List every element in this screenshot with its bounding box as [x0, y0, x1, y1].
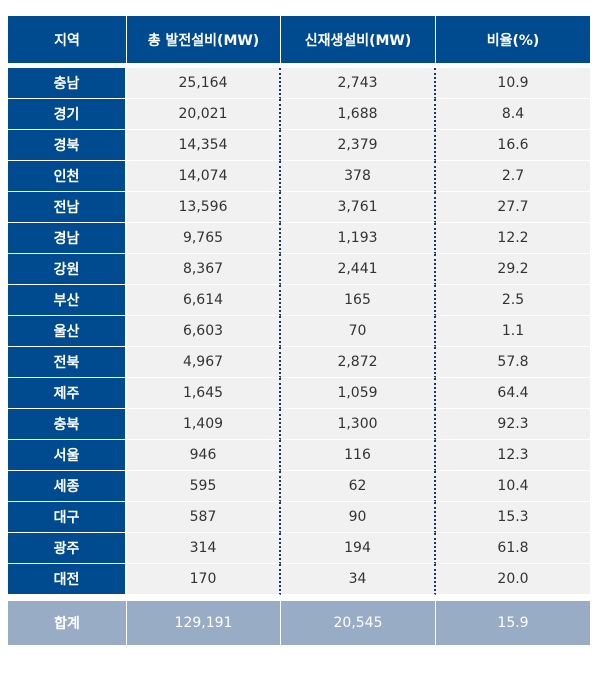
total-capacity-cell: 1,409: [127, 409, 281, 440]
header-region: 지역: [8, 16, 127, 63]
region-cell: 전북: [8, 347, 127, 378]
ratio-cell: 61.8: [436, 533, 590, 564]
region-cell: 인천: [8, 161, 127, 192]
total-capacity-cell: 20,021: [127, 99, 281, 130]
renewable-capacity-cell: 1,193: [281, 223, 436, 254]
region-cell: 강원: [8, 254, 127, 285]
region-cell: 세종: [8, 471, 127, 502]
table-row: 세종 595 62 10.4: [8, 471, 590, 502]
table-row: 대전 170 34 20.0: [8, 564, 590, 595]
ratio-cell: 12.2: [436, 223, 590, 254]
total-capacity-cell: 314: [127, 533, 281, 564]
total-capacity-cell: 4,967: [127, 347, 281, 378]
region-cell: 전남: [8, 192, 127, 223]
table-row: 제주 1,645 1,059 64.4: [8, 378, 590, 409]
total-label: 합계: [8, 601, 127, 645]
renewable-capacity-cell: 116: [281, 440, 436, 471]
renewable-capacity-cell: 2,441: [281, 254, 436, 285]
table-row: 대구 587 90 15.3: [8, 502, 590, 533]
total-capacity-cell: 6,603: [127, 316, 281, 347]
table-row: 충북 1,409 1,300 92.3: [8, 409, 590, 440]
table-header-row: 지역 총 발전설비(MW) 신재생설비(MW) 비율(%): [8, 16, 590, 63]
region-cell: 서울: [8, 440, 127, 471]
ratio-cell: 57.8: [436, 347, 590, 378]
table-row: 강원 8,367 2,441 29.2: [8, 254, 590, 285]
renewable-capacity-cell: 194: [281, 533, 436, 564]
ratio-cell: 64.4: [436, 378, 590, 409]
renewable-capacity-cell: 165: [281, 285, 436, 316]
renewable-capacity-cell: 34: [281, 564, 436, 595]
region-cell: 경북: [8, 130, 127, 161]
total-capacity-cell: 595: [127, 471, 281, 502]
renewable-capacity-cell: 90: [281, 502, 436, 533]
total-capacity-cell: 946: [127, 440, 281, 471]
region-cell: 대구: [8, 502, 127, 533]
table-row: 광주 314 194 61.8: [8, 533, 590, 564]
region-cell: 경남: [8, 223, 127, 254]
total-capacity-cell: 587: [127, 502, 281, 533]
total-ratio-value: 15.9: [436, 601, 590, 645]
table-row: 전남 13,596 3,761 27.7: [8, 192, 590, 223]
table-row: 부산 6,614 165 2.5: [8, 285, 590, 316]
ratio-cell: 27.7: [436, 192, 590, 223]
total-capacity-cell: 6,614: [127, 285, 281, 316]
renewable-capacity-cell: 2,743: [281, 68, 436, 99]
total-capacity-cell: 170: [127, 564, 281, 595]
table-row: 서울 946 116 12.3: [8, 440, 590, 471]
total-capacity-cell: 25,164: [127, 68, 281, 99]
total-capacity-cell: 14,354: [127, 130, 281, 161]
table-row: 경남 9,765 1,193 12.2: [8, 223, 590, 254]
total-capacity-cell: 14,074: [127, 161, 281, 192]
table-total-row: 합계 129,191 20,545 15.9: [8, 595, 590, 645]
table-row: 경북 14,354 2,379 16.6: [8, 130, 590, 161]
header-total-capacity: 총 발전설비(MW): [127, 16, 281, 63]
region-cell: 충남: [8, 68, 127, 99]
ratio-cell: 29.2: [436, 254, 590, 285]
total-capacity-cell: 8,367: [127, 254, 281, 285]
table-row: 충남 25,164 2,743 10.9: [8, 68, 590, 99]
total-capacity-cell: 1,645: [127, 378, 281, 409]
renewable-capacity-table: 지역 총 발전설비(MW) 신재생설비(MW) 비율(%) 충남 25,164 2,…: [8, 16, 590, 645]
total-capacity-value: 129,191: [127, 601, 281, 645]
ratio-cell: 2.5: [436, 285, 590, 316]
ratio-cell: 20.0: [436, 564, 590, 595]
renewable-capacity-cell: 70: [281, 316, 436, 347]
region-cell: 경기: [8, 99, 127, 130]
ratio-cell: 15.3: [436, 502, 590, 533]
renewable-capacity-cell: 1,059: [281, 378, 436, 409]
ratio-cell: 2.7: [436, 161, 590, 192]
table-row: 인천 14,074 378 2.7: [8, 161, 590, 192]
renewable-capacity-cell: 2,872: [281, 347, 436, 378]
region-cell: 부산: [8, 285, 127, 316]
renewable-capacity-cell: 1,688: [281, 99, 436, 130]
region-cell: 광주: [8, 533, 127, 564]
region-cell: 제주: [8, 378, 127, 409]
renewable-capacity-cell: 378: [281, 161, 436, 192]
total-capacity-cell: 9,765: [127, 223, 281, 254]
region-cell: 대전: [8, 564, 127, 595]
header-ratio: 비율(%): [436, 16, 590, 63]
ratio-cell: 16.6: [436, 130, 590, 161]
ratio-cell: 10.9: [436, 68, 590, 99]
ratio-cell: 10.4: [436, 471, 590, 502]
ratio-cell: 1.1: [436, 316, 590, 347]
table-row: 전북 4,967 2,872 57.8: [8, 347, 590, 378]
region-cell: 충북: [8, 409, 127, 440]
region-cell: 울산: [8, 316, 127, 347]
renewable-capacity-cell: 3,761: [281, 192, 436, 223]
ratio-cell: 92.3: [436, 409, 590, 440]
table-row: 경기 20,021 1,688 8.4: [8, 99, 590, 130]
total-capacity-cell: 13,596: [127, 192, 281, 223]
header-renewable-capacity: 신재생설비(MW): [281, 16, 436, 63]
renewable-capacity-cell: 2,379: [281, 130, 436, 161]
ratio-cell: 12.3: [436, 440, 590, 471]
table-body: 충남 25,164 2,743 10.9 경기 20,021 1,688 8.4 경북 14,35…: [8, 68, 590, 595]
renewable-capacity-cell: 1,300: [281, 409, 436, 440]
ratio-cell: 8.4: [436, 99, 590, 130]
total-renewable-value: 20,545: [281, 601, 436, 645]
renewable-capacity-cell: 62: [281, 471, 436, 502]
table-row: 울산 6,603 70 1.1: [8, 316, 590, 347]
